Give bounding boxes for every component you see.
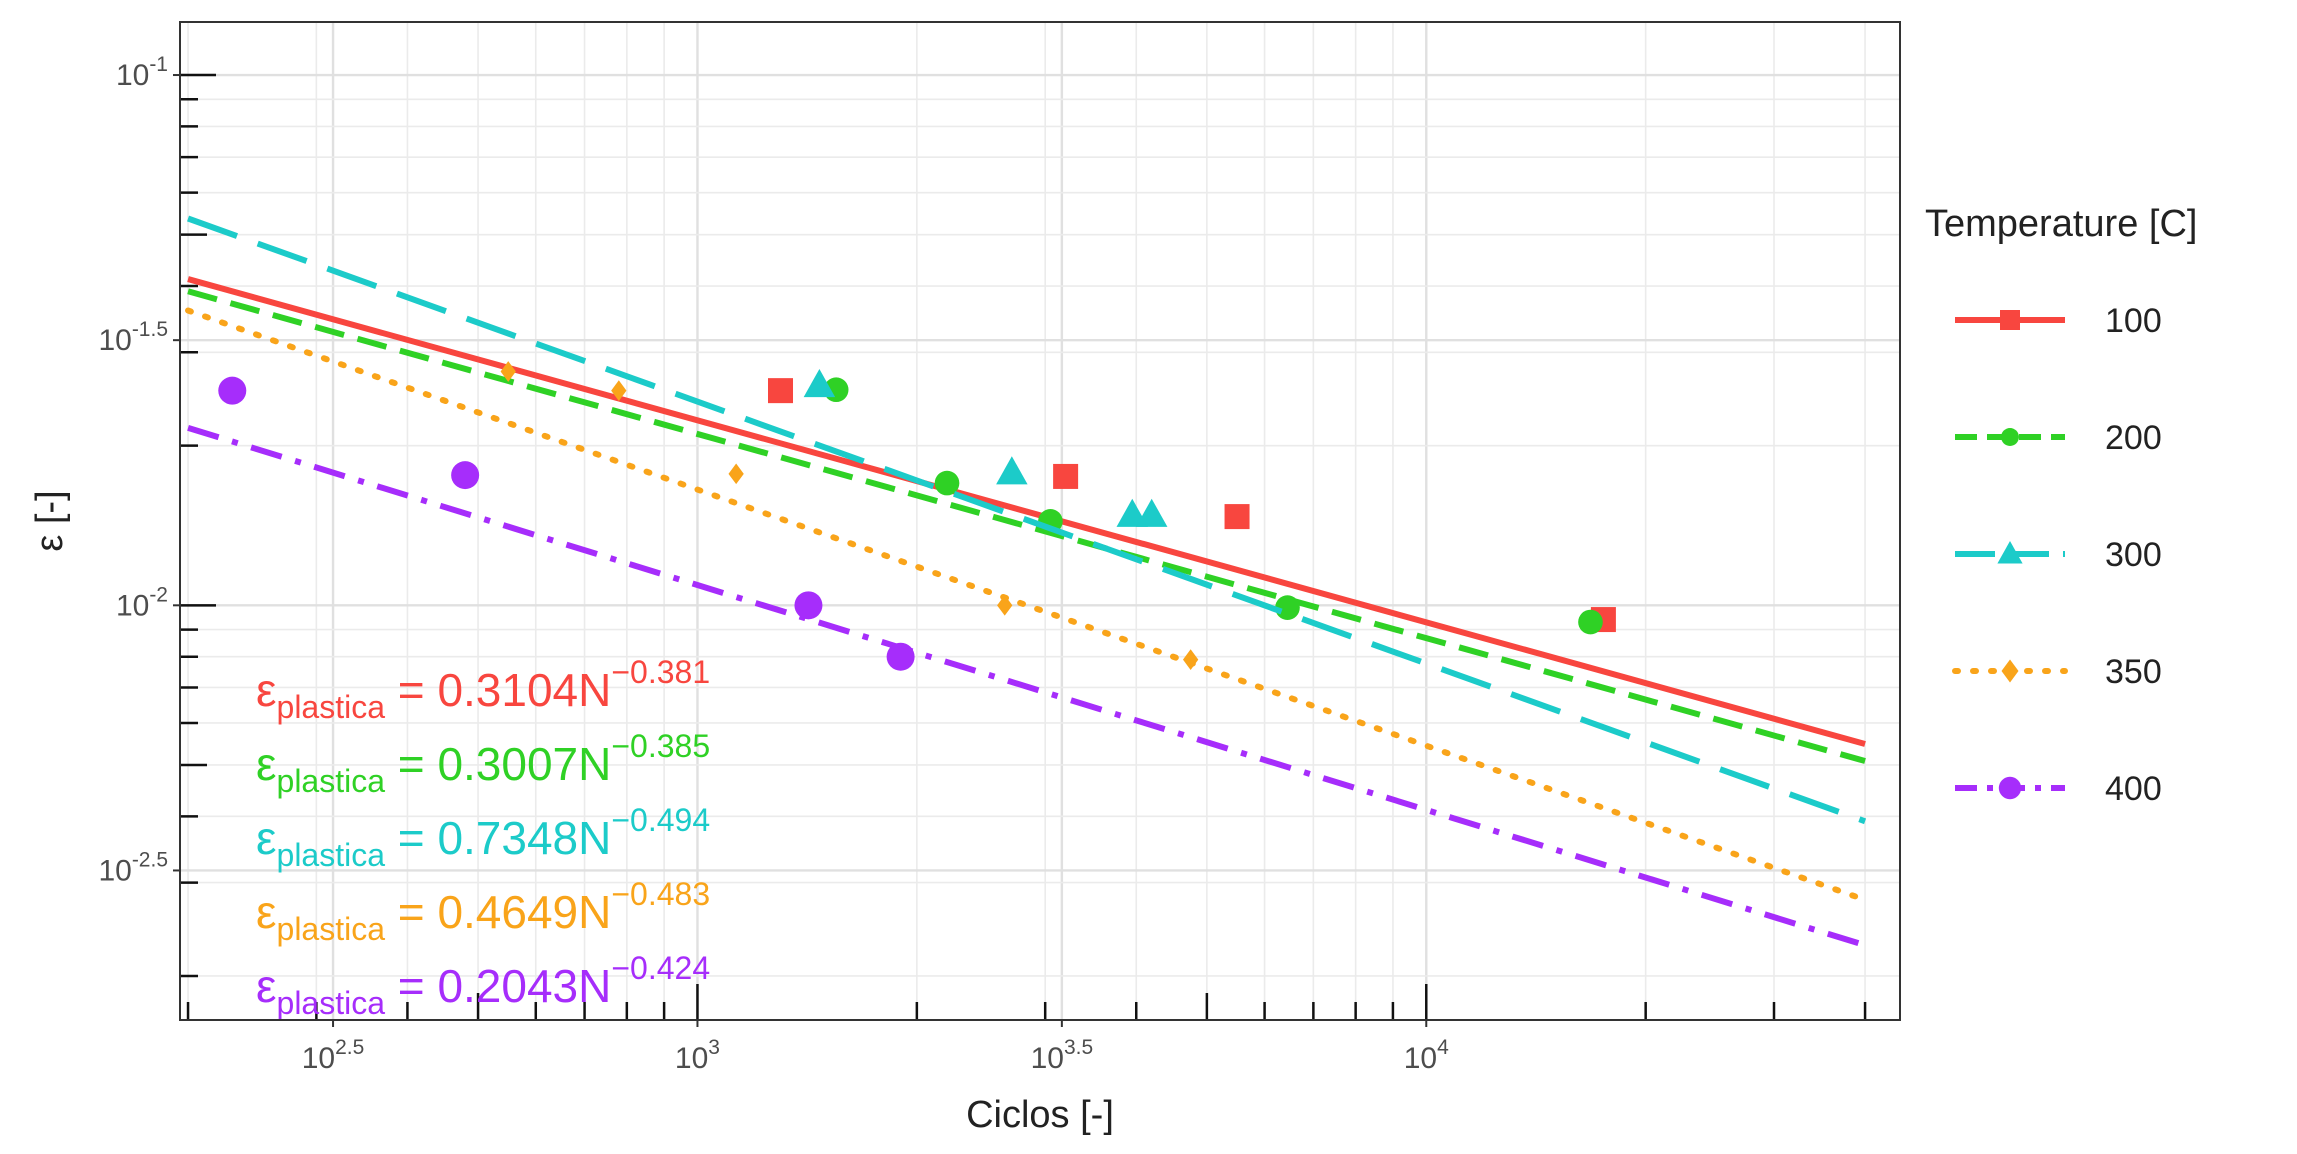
legend-marker-200 bbox=[2001, 428, 2019, 446]
y-tick-exponent: -2.5 bbox=[132, 848, 168, 871]
x-tick-exponent: 3.5 bbox=[1064, 1036, 1093, 1059]
y-tick-label: 10-1 bbox=[116, 53, 168, 92]
x-tick-exponent: 2.5 bbox=[335, 1036, 364, 1059]
series-350 bbox=[185, 307, 1869, 903]
legend-item-350: 350 bbox=[1952, 653, 2162, 691]
equation-symbol: ε bbox=[256, 960, 277, 1012]
legend-label-400: 400 bbox=[2105, 770, 2162, 808]
data-point-300 bbox=[996, 456, 1028, 485]
legend-label-350: 350 bbox=[2105, 653, 2162, 691]
equation-exponent: −0.494 bbox=[611, 802, 710, 838]
legend-marker-100 bbox=[2000, 310, 2020, 330]
equation-exponent: −0.483 bbox=[611, 876, 710, 912]
data-point-100 bbox=[768, 378, 794, 404]
y-axis-label: ε [-] bbox=[29, 490, 71, 551]
data-point-400 bbox=[218, 376, 247, 405]
y-tick-label: 10-2.5 bbox=[98, 848, 168, 887]
legend-item-300: 300 bbox=[1955, 536, 2162, 574]
equation-symbol: ε bbox=[256, 738, 277, 790]
equation-symbol: ε bbox=[256, 886, 277, 938]
data-point-350 bbox=[500, 361, 516, 382]
equation-400: εplastica = 0.2043N−0.424 bbox=[256, 950, 710, 1021]
data-point-350 bbox=[611, 380, 627, 401]
legend-label-100: 100 bbox=[2105, 302, 2162, 340]
equation-200: εplastica = 0.3007N−0.385 bbox=[256, 728, 710, 799]
data-point-350 bbox=[1182, 649, 1199, 670]
data-point-350 bbox=[728, 463, 744, 485]
x-axis-label: Ciclos [-] bbox=[966, 1094, 1114, 1136]
equation-subscript: plastica bbox=[277, 689, 386, 725]
equation-subscript: plastica bbox=[277, 763, 386, 799]
data-point-100 bbox=[1053, 463, 1079, 489]
series-400 bbox=[187, 376, 1866, 949]
legend-label-300: 300 bbox=[2105, 536, 2162, 574]
y-tick-exponent: -2 bbox=[149, 583, 168, 606]
equation-body: = 0.3104N bbox=[385, 664, 611, 716]
y-tick-label: 10-2 bbox=[116, 583, 168, 622]
equation-subscript: plastica bbox=[277, 837, 386, 873]
equation-body: = 0.2043N bbox=[385, 960, 611, 1012]
data-point-100 bbox=[1224, 504, 1250, 530]
legend-item-200: 200 bbox=[1955, 419, 2162, 457]
data-point-400 bbox=[794, 591, 823, 620]
fit-line-350 bbox=[185, 307, 1869, 903]
equation-body: = 0.3007N bbox=[385, 738, 611, 790]
series-300 bbox=[187, 215, 1867, 825]
legend-marker-300 bbox=[1997, 540, 2023, 564]
data-point-200 bbox=[1578, 609, 1603, 635]
data-point-200 bbox=[1275, 595, 1300, 620]
equation-subscript: plastica bbox=[277, 985, 386, 1021]
equation-body: = 0.7348N bbox=[385, 812, 611, 864]
fit-line-200 bbox=[187, 288, 1866, 764]
fit-line-300 bbox=[187, 215, 1867, 825]
panel-border bbox=[179, 21, 1901, 1021]
x-tick-exponent: 3 bbox=[708, 1036, 720, 1059]
x-tick-label: 103.5 bbox=[1031, 1036, 1094, 1075]
data-point-300 bbox=[1135, 498, 1168, 527]
equation-symbol: ε bbox=[256, 664, 277, 716]
legend-marker-400 bbox=[1998, 776, 2022, 800]
y-tick-exponent: -1 bbox=[149, 53, 168, 76]
grid bbox=[180, 22, 1900, 1020]
y-tick-label: 10-1.5 bbox=[98, 318, 168, 357]
fit-line-100 bbox=[187, 276, 1866, 747]
series-layer bbox=[185, 215, 1869, 949]
equation-exponent: −0.381 bbox=[611, 654, 710, 690]
data-point-400 bbox=[886, 642, 915, 671]
equation-symbol: ε bbox=[256, 812, 277, 864]
fit-line-400 bbox=[187, 424, 1866, 949]
legend-marker-350 bbox=[2001, 659, 2019, 683]
legend-title: Temperature [C] bbox=[1925, 203, 2197, 245]
legend: 100 200 300 350 400 bbox=[1952, 302, 2162, 808]
equation-exponent: −0.385 bbox=[611, 728, 710, 764]
y-tick-exponent: -1.5 bbox=[132, 318, 168, 341]
equation-300: εplastica = 0.7348N−0.494 bbox=[256, 802, 710, 873]
equation-100: εplastica = 0.3104N−0.381 bbox=[256, 654, 710, 725]
equation-350: εplastica = 0.4649N−0.483 bbox=[256, 876, 710, 947]
data-point-400 bbox=[451, 461, 480, 490]
equation-exponent: −0.424 bbox=[611, 950, 710, 986]
data-point-350 bbox=[997, 594, 1013, 616]
data-point-300 bbox=[803, 368, 836, 398]
equation-subscript: plastica bbox=[277, 911, 386, 947]
equation-body: = 0.4649N bbox=[385, 886, 611, 938]
x-tick-exponent: 4 bbox=[1437, 1036, 1449, 1059]
x-tick-label: 102.5 bbox=[302, 1036, 365, 1075]
legend-item-400: 400 bbox=[1955, 770, 2162, 808]
x-tick-label: 103 bbox=[675, 1036, 720, 1075]
data-point-200 bbox=[934, 470, 960, 496]
x-tick-label: 104 bbox=[1404, 1036, 1449, 1075]
legend-label-200: 200 bbox=[2105, 419, 2162, 457]
legend-item-100: 100 bbox=[1955, 302, 2162, 340]
